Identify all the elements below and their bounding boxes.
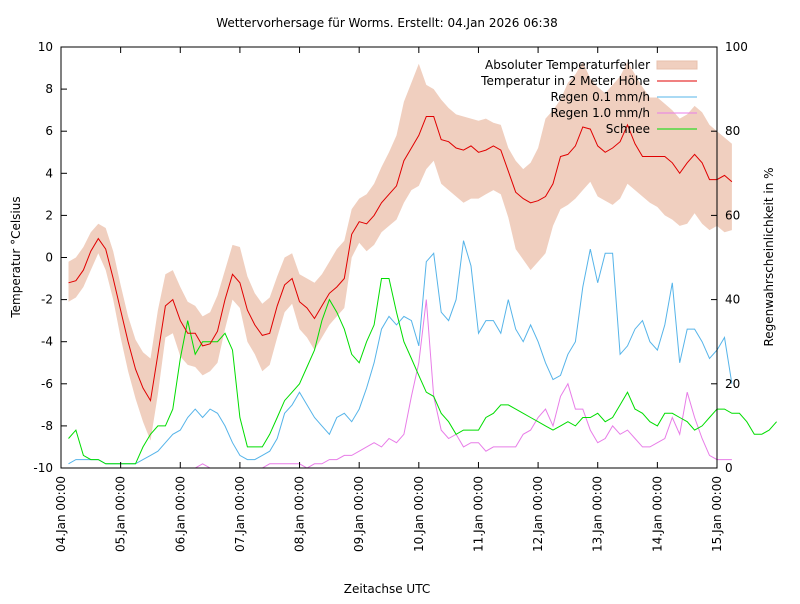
- y2-tick-label: 0: [725, 461, 733, 475]
- x-axis-label: Zeitachse UTC: [344, 582, 430, 596]
- legend-label: Temperatur in 2 Meter Höhe: [480, 74, 650, 88]
- snow-line: [68, 278, 777, 465]
- y-tick-label: -2: [41, 293, 53, 307]
- y-tick-label: 8: [45, 82, 53, 96]
- y2-tick-label: 20: [725, 377, 740, 391]
- x-tick-label: 04.Jan 00:00: [54, 476, 68, 552]
- y2-tick-label: 100: [725, 40, 748, 54]
- legend-swatch: [656, 60, 698, 70]
- y-tick-label: -8: [41, 419, 53, 433]
- chart-title: Wettervorhersage für Worms. Erstellt: 04…: [216, 16, 558, 30]
- y-axis-label: Temperatur °Celsius: [9, 196, 23, 318]
- y2-tick-label: 60: [725, 208, 740, 222]
- x-tick-label: 08.Jan 00:00: [293, 476, 307, 552]
- y-tick-label: -4: [41, 335, 53, 349]
- x-tick-label: 09.Jan 00:00: [352, 476, 366, 552]
- y-tick-label: -6: [41, 377, 53, 391]
- y-tick-label: 2: [45, 208, 53, 222]
- y2-axis-label: Regenwahrscheinlichkeit in %: [762, 167, 776, 346]
- x-tick-label: 12.Jan 00:00: [531, 476, 545, 552]
- x-tick-label: 07.Jan 00:00: [233, 476, 247, 552]
- y2-tick-label: 40: [725, 293, 740, 307]
- y-tick-label: 4: [45, 166, 53, 180]
- y2-tick-label: 80: [725, 124, 740, 138]
- temperature-error-band: [68, 61, 732, 441]
- legend: Absoluter Temperaturfehler Temperatur in …: [480, 58, 698, 136]
- y-tick-label: 6: [45, 124, 53, 138]
- legend-label: Absoluter Temperaturfehler: [485, 58, 650, 72]
- x-tick-label: 13.Jan 00:00: [591, 476, 605, 552]
- x-tick-label: 15.Jan 00:00: [710, 476, 724, 552]
- legend-label: Regen 1.0 mm/h: [550, 106, 650, 120]
- x-tick-label: 10.Jan 00:00: [412, 476, 426, 552]
- x-tick-label: 11.Jan 00:00: [471, 476, 485, 552]
- temperature-line: [68, 116, 733, 403]
- y-tick-label: -10: [33, 461, 53, 475]
- x-tick-label: 14.Jan 00:00: [650, 476, 664, 552]
- legend-label: Regen 0.1 mm/h: [550, 90, 650, 104]
- x-tick-label: 06.Jan 00:00: [173, 476, 187, 552]
- rain-01mm-line: [68, 240, 733, 465]
- y-tick-label: 0: [45, 251, 53, 265]
- y-tick-label: 10: [38, 40, 53, 54]
- x-tick-label: 05.Jan 00:00: [114, 476, 128, 552]
- legend-label: Schnee: [606, 122, 650, 136]
